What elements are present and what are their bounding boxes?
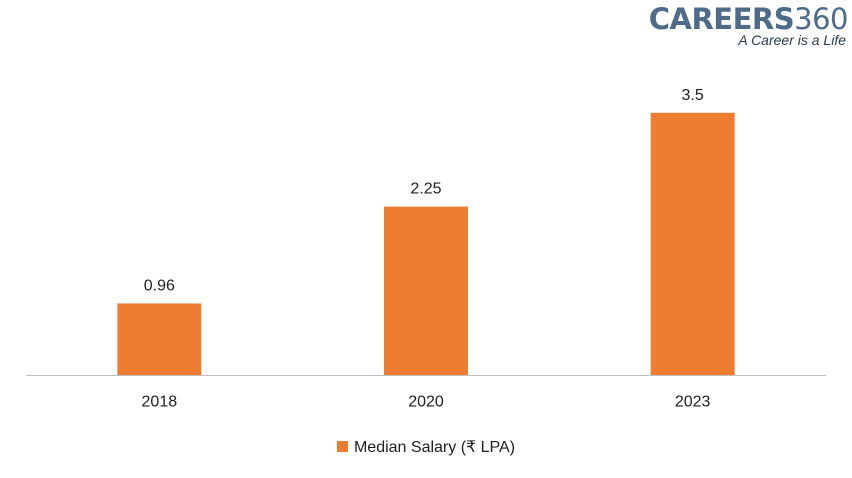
logo-wordmark: CAREERS360 bbox=[648, 2, 849, 36]
data-label-2018: 0.96 bbox=[144, 277, 175, 294]
logo-tagline: A Career is a Life bbox=[738, 32, 846, 48]
chart-legend: Median Salary (₹ LPA) bbox=[0, 437, 852, 457]
bar-2023 bbox=[650, 112, 735, 376]
logo-number: 360 bbox=[794, 2, 848, 36]
legend-swatch bbox=[336, 441, 348, 452]
data-label-2023: 3.5 bbox=[682, 87, 704, 104]
x-tick-label-2023: 2023 bbox=[675, 394, 711, 411]
bar-2020 bbox=[384, 206, 468, 376]
x-tick-label-2018: 2018 bbox=[142, 394, 178, 411]
x-tick-label-2020: 2020 bbox=[408, 394, 444, 411]
data-label-2020: 2.25 bbox=[410, 181, 441, 198]
legend-label: Median Salary (₹ LPA) bbox=[353, 439, 516, 456]
logo-word: CAREERS bbox=[648, 2, 795, 36]
bar-2018 bbox=[117, 303, 202, 376]
brand-logo: CAREERS360 A Career is a Life bbox=[638, 2, 849, 52]
